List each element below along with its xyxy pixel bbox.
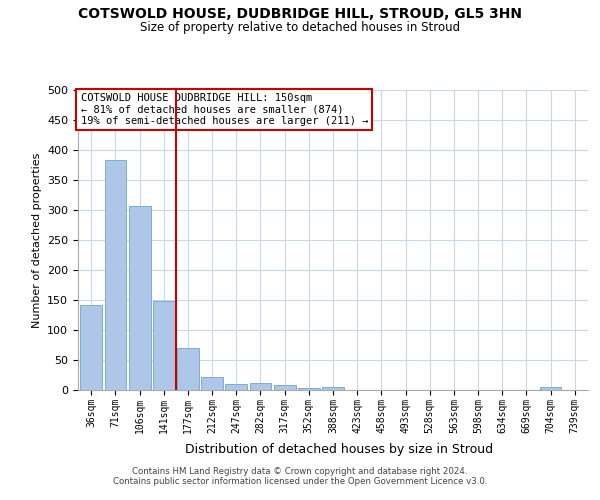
Text: Contains HM Land Registry data © Crown copyright and database right 2024.: Contains HM Land Registry data © Crown c… xyxy=(132,467,468,476)
Bar xyxy=(322,387,344,390)
Y-axis label: Number of detached properties: Number of detached properties xyxy=(32,152,41,328)
Bar xyxy=(201,377,223,390)
Text: Contains public sector information licensed under the Open Government Licence v3: Contains public sector information licen… xyxy=(113,477,487,486)
Bar xyxy=(80,305,102,390)
Bar xyxy=(298,388,320,390)
Bar xyxy=(129,206,151,390)
Bar xyxy=(104,160,127,390)
Text: Distribution of detached houses by size in Stroud: Distribution of detached houses by size … xyxy=(185,442,493,456)
Bar xyxy=(226,384,247,390)
Bar xyxy=(274,385,296,390)
Text: Size of property relative to detached houses in Stroud: Size of property relative to detached ho… xyxy=(140,21,460,34)
Bar xyxy=(539,387,562,390)
Bar xyxy=(250,384,271,390)
Bar xyxy=(153,301,175,390)
Text: COTSWOLD HOUSE, DUDBRIDGE HILL, STROUD, GL5 3HN: COTSWOLD HOUSE, DUDBRIDGE HILL, STROUD, … xyxy=(78,8,522,22)
Text: COTSWOLD HOUSE DUDBRIDGE HILL: 150sqm
← 81% of detached houses are smaller (874): COTSWOLD HOUSE DUDBRIDGE HILL: 150sqm ← … xyxy=(80,93,368,126)
Bar xyxy=(177,348,199,390)
